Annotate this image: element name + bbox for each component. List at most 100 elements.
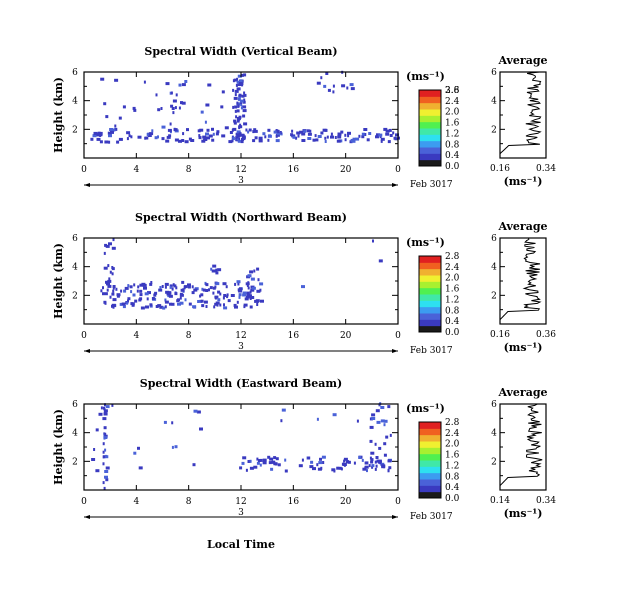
data-cell (116, 294, 120, 298)
data-cell (202, 135, 207, 139)
data-cell (175, 93, 178, 97)
y-tick-label: 6 (72, 68, 78, 78)
data-cell (330, 132, 333, 136)
data-cell (277, 463, 281, 467)
colorbar-segment (419, 491, 441, 499)
x-tick-label: 20 (340, 497, 352, 507)
data-cell (109, 270, 112, 274)
data-cell (230, 294, 235, 297)
data-cell (238, 289, 243, 293)
data-cell (260, 299, 264, 303)
data-cell (380, 137, 385, 141)
data-cell (234, 305, 238, 309)
data-cell (111, 246, 116, 250)
data-cell (109, 128, 114, 131)
data-cell (267, 138, 270, 142)
data-cell (107, 264, 110, 268)
data-cell (245, 468, 248, 472)
data-cell (102, 481, 105, 485)
x-tick-label: 0 (81, 331, 87, 341)
data-cell (236, 80, 240, 84)
data-cell (104, 432, 107, 436)
data-cell (220, 105, 224, 109)
colorbar-tick-label: 2.8 (445, 86, 460, 96)
data-cell (108, 277, 111, 281)
data-cell (247, 274, 252, 278)
data-cell (233, 78, 237, 82)
data-cell (205, 132, 209, 136)
data-cell (242, 456, 247, 460)
data-cell (209, 286, 213, 290)
data-cell (375, 409, 380, 413)
data-cell (364, 133, 367, 136)
data-cell (108, 140, 111, 144)
data-cell (199, 427, 203, 431)
data-cell (355, 137, 360, 141)
data-cell (375, 135, 379, 139)
data-cell (388, 128, 392, 132)
data-cell (102, 417, 107, 421)
data-cell (149, 282, 153, 286)
y-tick-label: 2 (72, 125, 78, 135)
data-cell (264, 135, 267, 139)
data-cell (199, 299, 202, 303)
data-cell (172, 111, 175, 115)
profile-y-tick-label: 6 (491, 234, 497, 244)
colorbar-segment (419, 262, 441, 270)
data-cell (136, 289, 139, 293)
data-cell (178, 139, 182, 143)
data-cell (105, 466, 110, 470)
data-cell (171, 107, 175, 110)
data-cell (372, 239, 374, 243)
data-cell (274, 462, 278, 466)
data-cell (364, 466, 367, 470)
data-cell (201, 287, 204, 291)
data-cell (112, 305, 115, 309)
y-axis-label: Height (km) (52, 409, 65, 485)
data-cell (205, 103, 210, 107)
data-cell (146, 132, 149, 136)
data-cell (164, 305, 167, 309)
profile-x-tick-label: 0.14 (490, 496, 510, 506)
data-cell (188, 302, 192, 306)
data-cell (253, 465, 258, 469)
data-cell (332, 84, 335, 88)
data-cell (301, 139, 306, 142)
colorbar-segment (419, 306, 441, 314)
data-cell (130, 302, 134, 306)
data-cell (249, 294, 252, 298)
data-cell (238, 132, 242, 136)
data-cell (146, 297, 149, 301)
data-cell (234, 105, 238, 109)
data-cell (184, 140, 189, 144)
data-cell (100, 406, 103, 410)
data-cell (279, 131, 282, 134)
data-cell (144, 136, 147, 140)
data-cell (179, 301, 184, 305)
data-cell (393, 136, 397, 140)
data-cell (206, 136, 210, 140)
data-cell (105, 244, 110, 248)
data-cell (104, 470, 109, 473)
colorbar-segment (419, 294, 441, 301)
colorbar-segment (419, 313, 441, 320)
data-cell (150, 281, 153, 284)
data-cell (169, 302, 172, 306)
data-cell (232, 127, 237, 131)
data-cell (138, 466, 143, 470)
data-cell (112, 285, 116, 288)
data-cell (267, 455, 271, 459)
colorbar-segment (419, 102, 441, 110)
day-label: 3 (238, 342, 244, 352)
data-cell (173, 284, 177, 288)
colorbar-segment (419, 90, 441, 97)
y-axis: 2 4 6 (72, 400, 398, 491)
data-cell (325, 72, 329, 75)
colorbar-tick-label: 0.4 (445, 317, 460, 327)
data-cell (107, 131, 112, 135)
data-cell (324, 136, 327, 140)
data-cell (178, 83, 182, 87)
data-cell (143, 286, 147, 290)
data-cell (233, 303, 237, 307)
colorbar-segment (419, 109, 441, 116)
